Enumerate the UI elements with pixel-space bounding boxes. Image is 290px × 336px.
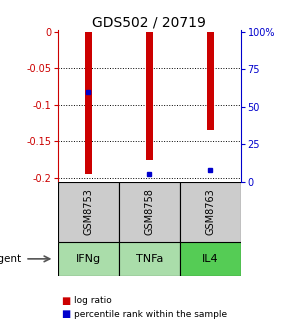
Bar: [206, 32, 214, 130]
Text: GSM8763: GSM8763: [205, 188, 215, 235]
Bar: [180, 242, 241, 276]
Text: IFNg: IFNg: [76, 254, 101, 264]
Bar: [146, 32, 153, 160]
Title: GDS502 / 20719: GDS502 / 20719: [93, 15, 206, 29]
Text: GSM8753: GSM8753: [84, 188, 93, 235]
Text: agent: agent: [0, 254, 21, 264]
Bar: [119, 242, 180, 276]
Bar: [180, 182, 241, 242]
Bar: [58, 242, 119, 276]
Text: IL4: IL4: [202, 254, 219, 264]
Text: percentile rank within the sample: percentile rank within the sample: [74, 310, 227, 319]
Text: ■: ■: [61, 296, 70, 306]
Bar: [85, 32, 92, 174]
Bar: [58, 182, 119, 242]
Text: GSM8758: GSM8758: [144, 188, 154, 235]
Text: ■: ■: [61, 309, 70, 319]
Bar: [119, 182, 180, 242]
Text: TNFa: TNFa: [136, 254, 163, 264]
Text: log ratio: log ratio: [74, 296, 112, 305]
